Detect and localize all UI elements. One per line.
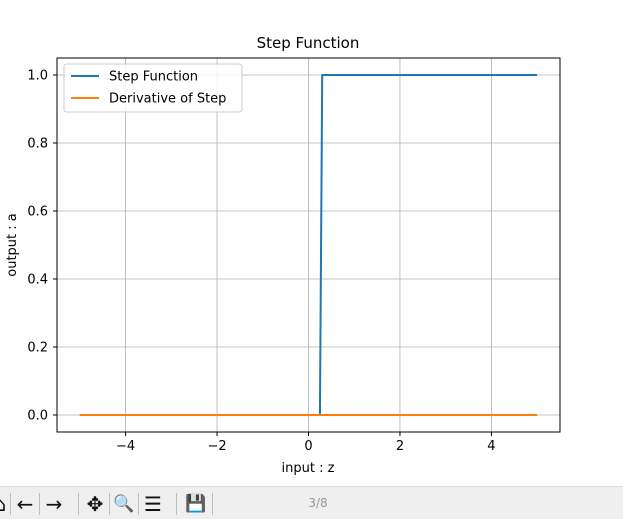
arrow-left-icon: ← [16,492,34,516]
y-tick-label: 0.8 [27,137,48,152]
toolbar-separator [109,493,110,515]
y-axis-ticks: 0.0 0.2 0.4 0.6 0.8 1.0 [27,69,57,424]
sliders-icon: ☰ [144,492,162,516]
figure-toolbar: ⌂ ← → ✥ 🔍 ☰ 💾 3/8 [0,486,623,519]
legend-label-derivative-of-step: Derivative of Step [109,92,226,107]
pan-button[interactable]: ✥ [82,491,108,517]
floppy-disk-icon: 💾 [185,494,207,514]
toolbar-separator [39,493,40,515]
x-tick-label: −4 [116,439,135,454]
toolbar-separator [176,493,177,515]
toolbar-separator [78,493,79,515]
x-axis-ticks: −4 −2 0 2 4 [116,432,496,454]
configure-subplots-button[interactable]: ☰ [140,491,166,517]
chart-title: Step Function [257,34,360,52]
page-indicator: 3/8 [308,496,328,510]
figure: Step Function −4 −2 0 2 4 0.0 0.2 0.4 0.6 0.8 1.0… [5,34,561,476]
y-tick-label: 0.6 [27,205,48,220]
x-axis-label: input : z [282,461,335,476]
home-button[interactable]: ⌂ [0,491,13,517]
y-tick-label: 0.0 [27,409,48,424]
x-tick-label: 2 [396,439,404,454]
y-axis-label: output : a [5,213,20,277]
y-tick-label: 0.4 [27,273,48,288]
back-button[interactable]: ← [12,491,38,517]
x-tick-label: 0 [304,439,312,454]
toolbar-separator [212,493,213,515]
x-tick-label: 4 [487,439,495,454]
toolbar-separator [10,493,11,515]
zoom-button[interactable]: 🔍 [111,491,137,517]
plot-lines [79,74,538,416]
save-button[interactable]: 💾 [183,491,209,517]
legend-label-step-function: Step Function [109,70,198,85]
y-tick-label: 0.2 [27,341,48,356]
legend-box [63,63,243,113]
forward-button[interactable]: → [41,491,67,517]
y-tick-label: 1.0 [27,69,48,84]
home-icon: ⌂ [0,492,6,516]
toolbar-separator [138,493,139,515]
arrow-right-icon: → [45,492,63,516]
x-tick-label: −2 [207,439,226,454]
legend: Step Function Derivative of Step [63,63,243,113]
move-icon: ✥ [86,492,104,516]
magnifier-icon: 🔍 [113,494,135,514]
